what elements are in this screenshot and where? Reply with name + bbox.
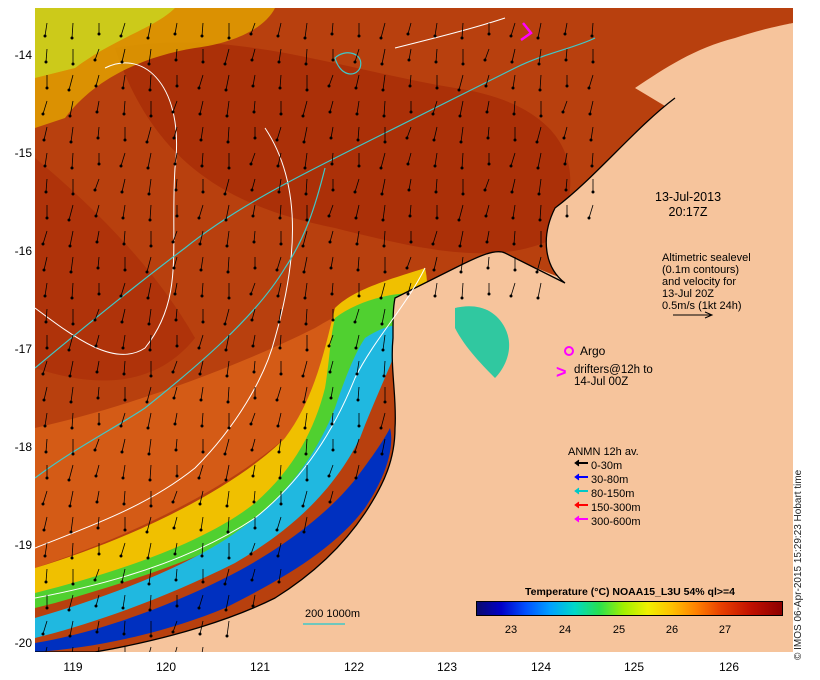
y-tick-label: -14	[14, 48, 32, 62]
credit-text: © IMOS 06-Apr-2015 15:29:23 Hobart time	[793, 469, 804, 660]
arrow-icon	[573, 486, 591, 499]
date-annotation: 13-Jul-2013 20:17Z	[655, 190, 722, 219]
y-tick-label: -18	[14, 440, 32, 454]
legend-item-150-300m: 150-300m	[573, 500, 641, 515]
colorbar-tick: 24	[558, 624, 572, 636]
colorbar-tick: 25	[612, 624, 626, 636]
colorbar-tick: 23	[504, 624, 518, 636]
map-frame	[35, 8, 793, 652]
isobath-label: 200 1000m	[305, 608, 361, 620]
y-tick-label: -19	[14, 538, 32, 552]
arrow-icon	[573, 458, 591, 471]
y-tick-label: -16	[14, 244, 32, 258]
colorbar-tick: 26	[665, 624, 679, 636]
land-area	[95, 248, 793, 652]
colorbar-title: Temperature (°C) NOAA15_L3U 54% ql>=4	[525, 586, 735, 598]
argo-label: Argo	[580, 344, 606, 358]
drifters-label: drifters@12h to 14-Jul 00Z	[574, 364, 653, 388]
x-tick-label: 124	[530, 660, 552, 674]
legend-item-80-150m: 80-150m	[573, 486, 634, 501]
anmn-legend-title: ANMN 12h av.	[568, 446, 639, 458]
x-tick-label: 121	[249, 660, 271, 674]
colorbar-tick: 27	[718, 624, 732, 636]
x-tick-label: 125	[623, 660, 645, 674]
y-tick-label: -15	[14, 146, 32, 160]
legend-item-0-30m: 0-30m	[573, 458, 622, 473]
x-tick-label: 120	[155, 660, 177, 674]
arrow-icon	[573, 514, 591, 527]
legend-item-30-80m: 30-80m	[573, 472, 628, 487]
x-tick-label: 122	[343, 660, 365, 674]
x-tick-label: 126	[718, 660, 740, 674]
sst-map	[35, 8, 793, 652]
drifter-icon: >	[556, 362, 567, 382]
x-tick-label: 123	[436, 660, 458, 674]
argo-marker	[564, 346, 574, 356]
arrow-icon	[573, 500, 591, 513]
x-tick-label: 119	[63, 660, 83, 674]
y-tick-label: -20	[14, 636, 32, 650]
temperature-colorbar	[476, 601, 783, 616]
arrow-icon	[573, 472, 591, 485]
legend-item-300-600m: 300-600m	[573, 514, 641, 529]
altimetry-annotation: Altimetric sealevel (0.1m contours) and …	[662, 252, 751, 312]
y-tick-label: -17	[14, 342, 32, 356]
velocity-vectors	[41, 22, 595, 652]
